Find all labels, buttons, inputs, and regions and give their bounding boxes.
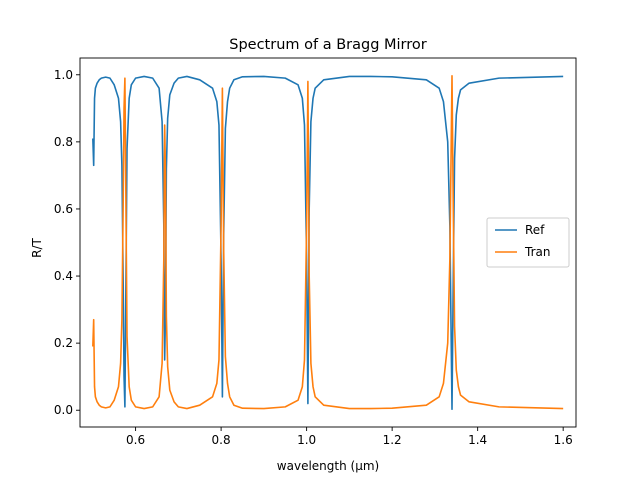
y-tick-label: 1.0 bbox=[54, 68, 73, 82]
legend-label-ref: Ref bbox=[525, 223, 545, 237]
y-axis-label: R/T bbox=[30, 237, 44, 257]
series-line-ref bbox=[92, 75, 564, 411]
legend-label-tran: Tran bbox=[524, 245, 550, 259]
x-tick-label: 1.2 bbox=[383, 433, 402, 447]
y-tick-label: 0.0 bbox=[54, 403, 73, 417]
x-tick-label: 1.0 bbox=[297, 433, 316, 447]
x-tick-label: 0.8 bbox=[212, 433, 231, 447]
plot-area bbox=[92, 74, 564, 411]
x-tick-label: 1.6 bbox=[554, 433, 573, 447]
x-tick-label: 0.6 bbox=[126, 433, 145, 447]
axes-frame bbox=[79, 57, 577, 428]
x-axis-label: wavelength (μm) bbox=[277, 459, 379, 473]
axes: 0.6 0.8 1.0 1.2 1.4 1.6 0.0 0.2 0.4 0.6 0.8 1.0 bbox=[54, 57, 577, 447]
y-tick-label: 0.4 bbox=[54, 269, 73, 283]
y-tick-label: 0.2 bbox=[54, 336, 73, 350]
series-line-tran bbox=[92, 74, 564, 410]
y-tick-label: 0.8 bbox=[54, 135, 73, 149]
chart-title: Spectrum of a Bragg Mirror bbox=[229, 37, 427, 53]
legend: Ref Tran bbox=[486, 217, 570, 268]
y-tick-label: 0.6 bbox=[54, 202, 73, 216]
x-tick-label: 1.4 bbox=[468, 433, 487, 447]
